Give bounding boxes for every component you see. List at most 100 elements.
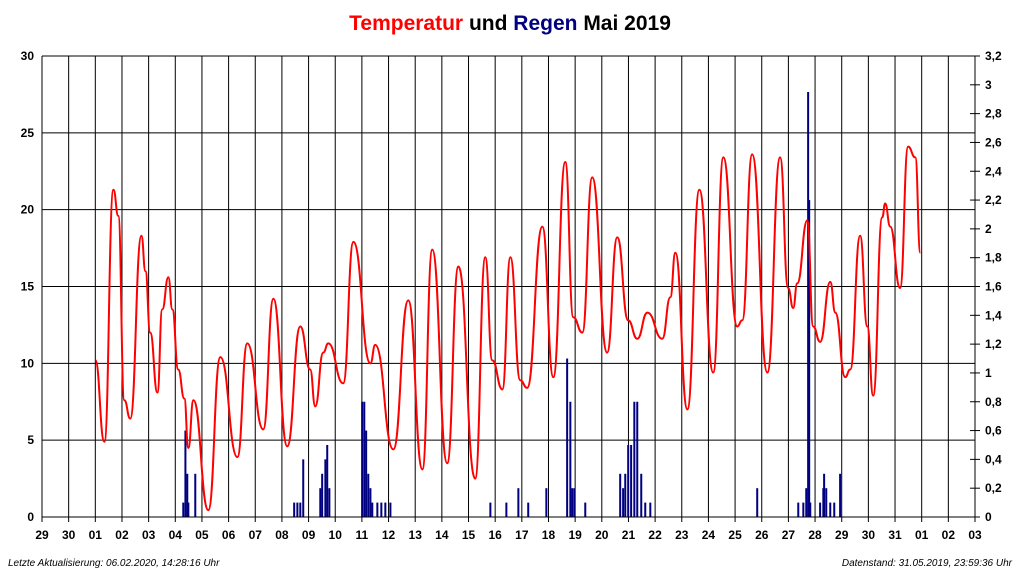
rain-bar [184,430,187,517]
rain-bar [319,488,322,517]
rain-bar [624,473,627,517]
x-tick-label: 31 [888,528,902,542]
rain-bar [797,502,800,517]
chart-title: Temperatur und Regen Mai 2019 [0,12,1020,36]
left-y-tick-label: 25 [21,126,35,140]
x-tick-label: 06 [222,528,236,542]
rain-bar [566,358,569,517]
x-tick-label: 29 [35,528,49,542]
x-tick-label: 02 [942,528,956,542]
rain-bar [389,502,392,517]
rain-bar [756,488,759,517]
rain-bar [545,488,548,517]
right-y-tick-label: 0,8 [985,395,1002,409]
rain-bar [517,488,520,517]
right-y-tick-label: 3 [985,78,992,92]
rain-bar [823,473,826,517]
x-tick-label: 10 [329,528,343,542]
x-tick-label: 08 [275,528,289,542]
temperature-line [94,145,922,512]
rain-bar [302,459,305,517]
right-y-tick-label: 0 [985,510,992,524]
rain-bars [182,92,842,517]
rain-bar [384,502,387,517]
right-y-tick-label: 0,6 [985,424,1002,438]
rain-bar [328,488,331,517]
rain-bar [644,502,647,517]
axes: 29 30 01 02 03 04 05 06 07 08 09 10 11 12 13 14 15 16 17 18… [21,49,1002,542]
x-tick-label: 19 [568,528,582,542]
x-tick-label: 30 [62,528,76,542]
x-tick-label: 04 [169,528,183,542]
x-tick-label: 03 [142,528,156,542]
temperature-series [94,145,922,512]
left-y-tick-label: 30 [21,49,35,63]
rain-bar [182,502,185,517]
x-tick-label: 29 [835,528,849,542]
x-tick-label: 20 [595,528,609,542]
x-tick-label: 22 [648,528,662,542]
right-y-tick-label: 2,4 [985,164,1002,178]
title-und: und [468,12,508,35]
right-y-tick-label: 0,2 [985,481,1002,495]
rain-bar [361,401,364,517]
rain-bar [808,200,811,517]
x-tick-label: 12 [382,528,396,542]
rain-bar [649,502,652,517]
title-month: Mai 2019 [583,12,671,35]
x-tick-label: 14 [435,528,449,542]
right-y-tick-label: 1,4 [985,308,1002,322]
rain-bar [833,502,836,517]
right-y-tick-label: 2 [985,222,992,236]
rain-bar [819,502,822,517]
x-tick-label: 13 [409,528,423,542]
rain-bar [571,488,574,517]
rain-bar [371,502,374,517]
rain-bar [365,430,368,517]
rain-bar [630,444,633,517]
rain-bar [809,502,812,517]
left-y-tick-label: 10 [21,356,35,370]
rain-bar [622,488,625,517]
rain-bar [584,502,587,517]
x-tick-label: 27 [782,528,796,542]
left-y-tick-label: 20 [21,203,35,217]
x-tick-label: 07 [249,528,263,542]
rain-bar [296,502,299,517]
right-y-tick-label: 3,2 [985,49,1002,63]
rain-bar [363,401,366,517]
rain-bar [807,92,810,517]
rain-bar [569,401,572,517]
rain-bar [505,502,508,517]
x-tick-label: 11 [356,528,369,542]
right-y-tick-label: 0,4 [985,452,1002,466]
rain-bar [186,473,189,517]
x-tick-label: 24 [702,528,716,542]
x-tick-label: 21 [622,528,636,542]
right-y-tick-label: 1,8 [985,251,1002,265]
x-tick-label: 18 [542,528,556,542]
x-tick-label: 01 [915,528,929,542]
x-tick-label: 26 [755,528,769,542]
rain-bar [527,502,530,517]
x-tick-label: 09 [302,528,316,542]
x-tick-label: 23 [675,528,689,542]
left-y-tick-label: 5 [27,433,34,447]
x-tick-label: 03 [968,528,982,542]
rain-bar [619,473,622,517]
last-update-note: Letzte Aktualisierung: 06.02.2020, 14:28… [8,558,220,569]
rain-bar [380,502,383,517]
x-tick-label: 30 [862,528,876,542]
x-tick-label: 15 [462,528,476,542]
rain-bar [839,473,842,517]
left-y-tick-label: 0 [27,510,34,524]
rain-bar [326,444,329,517]
right-y-tick-label: 2,8 [985,107,1002,121]
rain-bar [627,444,630,517]
x-tick-label: 02 [115,528,129,542]
rain-bar [376,502,379,517]
rain-bar [489,502,492,517]
x-tick-label: 05 [195,528,209,542]
right-y-tick-label: 1 [985,366,992,380]
x-tick-label: 16 [488,528,502,542]
